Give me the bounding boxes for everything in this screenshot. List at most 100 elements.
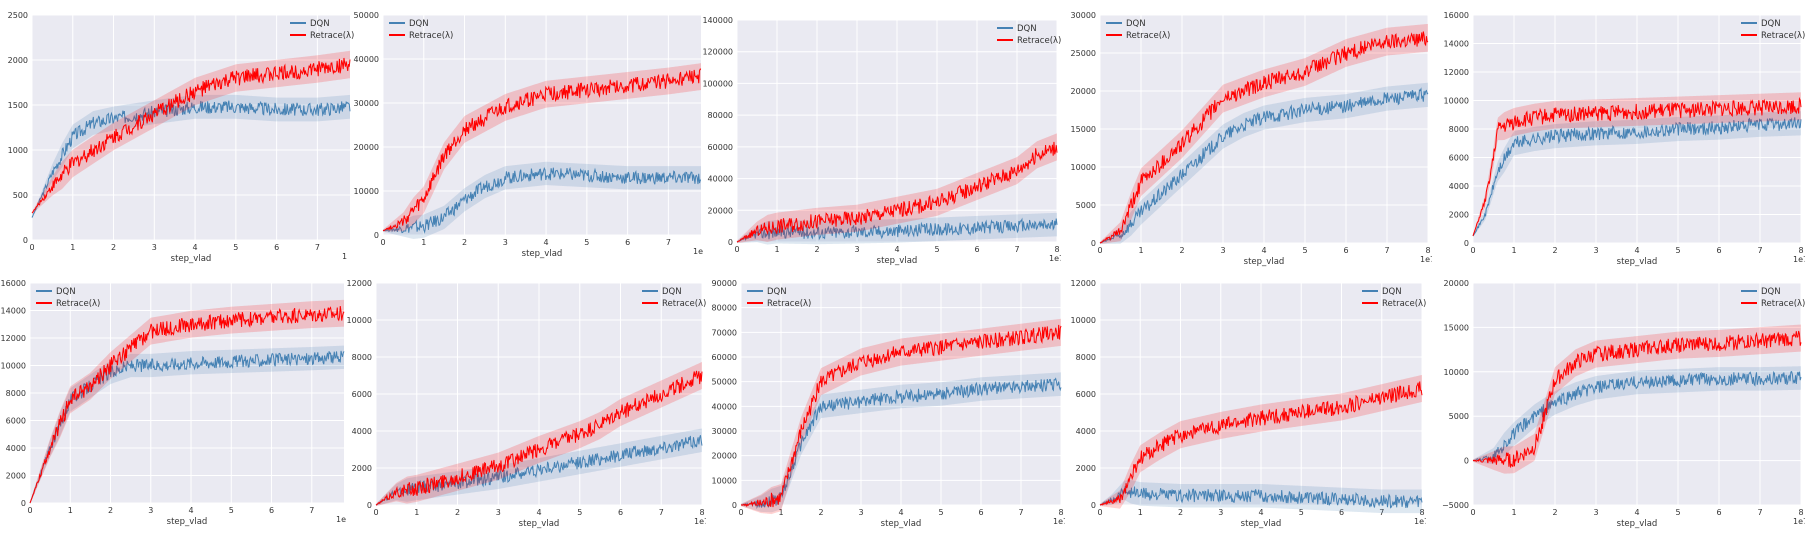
y-tick-label: 12000: [1444, 68, 1469, 77]
x-tick-label: 4: [544, 238, 549, 247]
y-tick-label: 4000: [352, 427, 372, 436]
y-tick-label: 10000: [354, 187, 379, 196]
plot-area: [32, 15, 350, 240]
y-tick-label: 120000: [702, 48, 733, 57]
x-tick-label: 3: [152, 243, 157, 252]
y-tick-label: 2000: [8, 56, 28, 65]
y-tick-label: 20000: [712, 452, 737, 461]
legend-entry: DQN: [662, 287, 682, 297]
series-band: [1100, 23, 1428, 245]
y-tick-label: 2000: [1076, 464, 1096, 473]
series-line: [375, 370, 703, 506]
x-tick-label: 6: [1716, 508, 1721, 517]
x-tick-label: 4: [894, 245, 899, 254]
series-line: [1472, 330, 1802, 468]
x-tick-label: 6: [1339, 508, 1344, 517]
series-band: [30, 345, 344, 505]
y-tick-label: 140000: [702, 16, 733, 25]
x-tick-label: 8: [1798, 508, 1803, 517]
x-multiplier: 1e7: [1793, 517, 1805, 526]
x-tick-label: 4: [1634, 246, 1639, 255]
x-axis-label: step_vlad: [1244, 257, 1285, 267]
line-chart: 0 5000 10000 15000 20000 25000 30000 0 1 2 3 4 5 6 7 8 s…: [1071, 11, 1432, 267]
x-tick-label: 6: [618, 508, 623, 517]
y-tick-label: 2000: [1449, 211, 1469, 220]
x-tick-label: 1: [1138, 508, 1143, 517]
y-tick-label: −5000: [1442, 501, 1469, 510]
x-multiplier: 1e: [336, 515, 346, 524]
x-axis-label: step_vlad: [881, 519, 922, 529]
series-line: [740, 324, 1062, 508]
y-tick-label: 0: [23, 236, 28, 245]
y-tick-label: 40000: [708, 175, 733, 184]
x-tick-label: 3: [854, 245, 859, 254]
x-axis-label: step_vlad: [522, 249, 563, 259]
y-tick-label: 10000: [1, 362, 26, 371]
y-tick-label: 14000: [1444, 40, 1469, 49]
y-tick-label: 10000: [1071, 163, 1096, 172]
x-tick-label: 8: [1058, 508, 1063, 517]
series-line: [1472, 370, 1802, 462]
y-tick-label: 0: [728, 238, 733, 247]
x-tick-label: 1: [68, 506, 73, 515]
y-tick-label: 12000: [1071, 279, 1096, 288]
series-line: [736, 217, 1058, 243]
line-chart: 0 10000 20000 30000 40000 50000 0 1 2 3 4 5 6 7 step_v…: [354, 11, 704, 259]
series-line: [29, 350, 345, 504]
x-tick-label: 3: [1593, 246, 1598, 255]
x-tick-label: 8: [1425, 246, 1430, 255]
series-line: [382, 166, 702, 234]
series-line: [1099, 87, 1429, 244]
series-band: [1473, 92, 1801, 238]
legend-entry: DQN: [310, 19, 330, 29]
x-multiplier: 1e7: [1053, 517, 1065, 526]
series-band: [1473, 111, 1801, 238]
x-tick-label: 5: [584, 238, 589, 247]
x-tick-label: 7: [309, 506, 314, 515]
y-tick-label: 2500: [8, 11, 28, 20]
x-tick-label: 6: [1716, 246, 1721, 255]
chart-panel-1: 0 500 1000 1500 2000 2500 0 1 2 3 4 5 6 7 step_vlad 1 DQ…: [0, 11, 354, 266]
y-tick-label: 20000: [1444, 279, 1469, 288]
series-line: [736, 141, 1058, 243]
chart-panel-3: 0 20000 40000 60000 80000 100000 120000 140000 0…: [693, 16, 1061, 268]
series-line: [1099, 485, 1423, 509]
x-tick-label: 7: [1757, 246, 1762, 255]
y-tick-label: 6000: [352, 390, 372, 399]
x-tick-label: 7: [1384, 246, 1389, 255]
plot-area: [383, 15, 701, 235]
x-tick-label: 4: [898, 508, 903, 517]
x-tick-label: 6: [974, 245, 979, 254]
x-multiplier: 1e7: [1793, 255, 1805, 264]
x-tick-label: 7: [659, 508, 664, 517]
y-tick-label: 1500: [8, 101, 28, 110]
legend-entry: DQN: [767, 287, 787, 297]
legend-entry: DQN: [1017, 24, 1037, 34]
x-tick-label: 3: [503, 238, 508, 247]
x-tick-label: 1: [421, 238, 426, 247]
series-line: [1099, 31, 1429, 244]
x-tick-label: 2: [1179, 246, 1184, 255]
y-tick-label: 12000: [347, 279, 372, 288]
x-tick-label: 3: [148, 506, 153, 515]
x-tick-label: 8: [1798, 246, 1803, 255]
legend-entry: Retrace(λ): [56, 299, 100, 309]
x-multiplier: 1e7: [694, 517, 706, 526]
chart-panel-4: 0 5000 10000 15000 20000 25000 30000 0 1 2 3 4 5 6 7 8 s…: [1056, 11, 1432, 269]
x-tick-label: 0: [738, 508, 743, 517]
y-tick-label: 8000: [6, 389, 26, 398]
y-tick-label: 6000: [1449, 154, 1469, 163]
chart-panel-10: −5000 0 5000 10000 15000 20000 0 1 2 3 4 5 6 7 8 step_v…: [1429, 279, 1805, 531]
x-tick-label: 8: [1419, 508, 1424, 517]
series-line: [1099, 381, 1423, 506]
x-axis-label: step_vlad: [519, 519, 560, 529]
y-tick-label: 6000: [6, 417, 26, 426]
y-tick-label: 2000: [6, 472, 26, 481]
legend-entry: DQN: [1761, 19, 1781, 29]
line-chart: 0 2000 4000 6000 8000 10000 12000 14000 16000 0 1 2…: [1444, 11, 1805, 267]
x-tick-label: 2: [111, 243, 116, 252]
y-tick-label: 20000: [354, 143, 379, 152]
legend-entry: DQN: [409, 19, 429, 29]
y-tick-label: 12000: [1, 334, 26, 343]
